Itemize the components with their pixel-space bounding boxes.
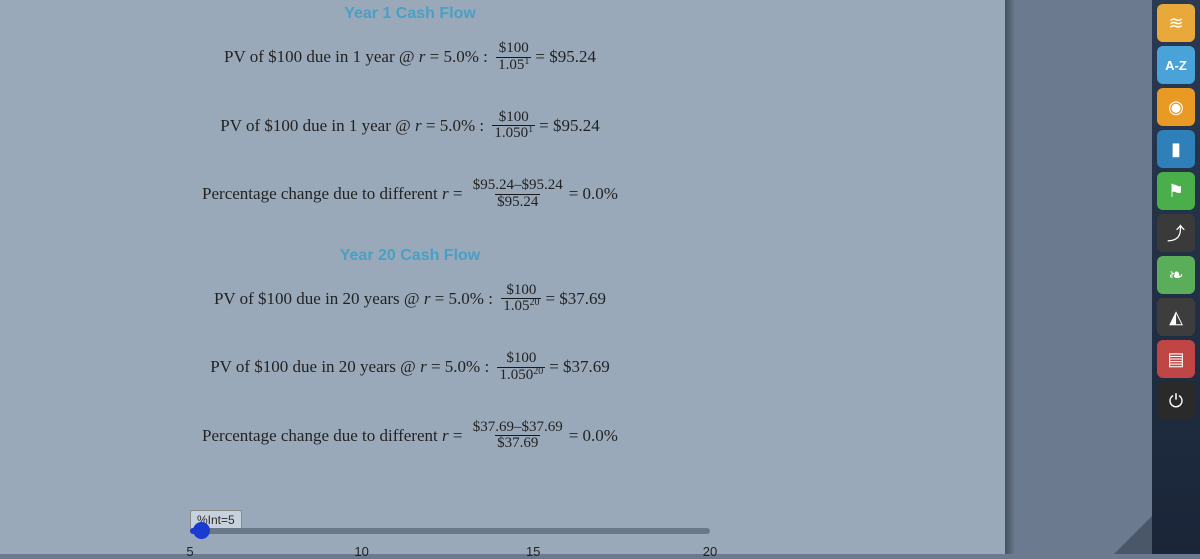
pv2-label: PV of $100 due in 1 year @: [220, 116, 415, 136]
pct2-result: = 0.0%: [569, 426, 618, 446]
pct1-num: $95.24–$95.24: [471, 178, 565, 194]
pv1-den: 1.051: [496, 57, 531, 74]
pv4-fraction: $100 1.0520: [501, 283, 541, 316]
pv5-label: PV of $100 due in 20 years @: [210, 357, 420, 377]
slider-knob[interactable]: [193, 522, 210, 539]
pct-line-2: Percentage change due to different r = $…: [0, 420, 820, 453]
pct1-result: = 0.0%: [569, 184, 618, 204]
globe-icon[interactable]: ◉: [1157, 88, 1195, 126]
power-icon[interactable]: ⏻: [1157, 382, 1195, 420]
pct2-label: Percentage change due to different: [202, 426, 442, 446]
leaf-icon[interactable]: ❧: [1157, 256, 1195, 294]
pct1-var: r: [442, 184, 449, 204]
interest-slider[interactable]: %Int=5 5 10 15 20: [190, 528, 710, 544]
tick-5: 5: [186, 544, 193, 559]
tick-15: 15: [526, 544, 540, 559]
tick-10: 10: [354, 544, 368, 559]
pct-line-1: Percentage change due to different r = $…: [0, 178, 820, 211]
pv1-result: = $95.24: [535, 47, 596, 67]
sort-az-icon[interactable]: A-Z: [1157, 46, 1195, 84]
pv-line-2: PV of $100 due in 1 year @ r = 5.0% : $1…: [0, 110, 820, 143]
slider-track[interactable]: [190, 528, 710, 534]
palette-icon[interactable]: ▤: [1157, 340, 1195, 378]
triangle-icon[interactable]: ◭: [1157, 298, 1195, 336]
pv1-var: r: [419, 47, 426, 67]
pv5-den: 1.05020: [497, 367, 545, 384]
toolbar-sidebar: ≋ A-Z ◉ ▮ ⚑ ⤴ ❧ ◭ ▤ ⏻: [1152, 0, 1200, 554]
pv1-eq: = 5.0% :: [425, 47, 492, 67]
pct1-eq: =: [449, 184, 467, 204]
pv4-eq: = 5.0% :: [430, 289, 497, 309]
pv2-den: 1.0501: [492, 125, 535, 142]
pct2-den: $37.69: [495, 435, 540, 452]
pct2-num: $37.69–$37.69: [471, 420, 565, 436]
pv2-result: = $95.24: [539, 116, 600, 136]
pv4-var: r: [424, 289, 431, 309]
pv-line-1: PV of $100 due in 1 year @ r = 5.0% : $1…: [0, 41, 820, 74]
page-corner: [1114, 516, 1152, 554]
pv5-result: = $37.69: [549, 357, 610, 377]
pv2-num: $100: [497, 110, 531, 126]
rss-icon[interactable]: ≋: [1157, 4, 1195, 42]
flag-icon[interactable]: ⚑: [1157, 172, 1195, 210]
heading-year20: Year 20 Cash Flow: [0, 247, 820, 265]
pv1-fraction: $100 1.051: [496, 41, 531, 74]
pct1-den: $95.24: [495, 194, 540, 211]
pv4-num: $100: [504, 283, 538, 299]
pct2-fraction: $37.69–$37.69 $37.69: [471, 420, 565, 453]
pv5-num: $100: [504, 351, 538, 367]
pv5-fraction: $100 1.05020: [497, 351, 545, 384]
pv2-eq: = 5.0% :: [422, 116, 489, 136]
document-page: Year 1 Cash Flow PV of $100 due in 1 yea…: [0, 0, 1005, 554]
pv4-label: PV of $100 due in 20 years @: [214, 289, 424, 309]
pv1-num: $100: [497, 41, 531, 57]
tick-20: 20: [703, 544, 717, 559]
pct2-eq: =: [449, 426, 467, 446]
pv2-fraction: $100 1.0501: [492, 110, 535, 143]
pv4-result: = $37.69: [545, 289, 606, 309]
pct1-fraction: $95.24–$95.24 $95.24: [471, 178, 565, 211]
pv4-den: 1.0520: [501, 298, 541, 315]
pv2-var: r: [415, 116, 422, 136]
pv5-eq: = 5.0% :: [427, 357, 494, 377]
pct1-label: Percentage change due to different: [202, 184, 442, 204]
book-icon[interactable]: ▮: [1157, 130, 1195, 168]
page-shadow: [1005, 0, 1015, 554]
pv1-label: PV of $100 due in 1 year @: [224, 47, 419, 67]
heading-year1: Year 1 Cash Flow: [0, 5, 820, 23]
pv5-var: r: [420, 357, 427, 377]
pv-line-4: PV of $100 due in 20 years @ r = 5.0% : …: [0, 283, 820, 316]
pct2-var: r: [442, 426, 449, 446]
pv-line-5: PV of $100 due in 20 years @ r = 5.0% : …: [0, 351, 820, 384]
branch-icon[interactable]: ⤴: [1157, 214, 1195, 252]
